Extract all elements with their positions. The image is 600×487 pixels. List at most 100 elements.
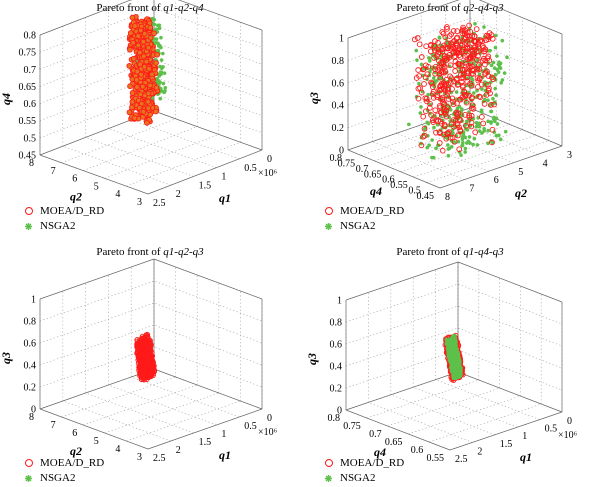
moead-point [145, 358, 152, 364]
nsga2-point [466, 139, 471, 144]
moead-point [134, 68, 141, 75]
moead-point [132, 23, 138, 29]
moead-point [134, 84, 140, 90]
nsga2-point [427, 56, 431, 60]
moead-point [449, 86, 455, 92]
nsga2-point [456, 364, 460, 369]
nsga2-point [158, 88, 163, 92]
moead-point [476, 62, 483, 68]
axes-box [347, 0, 563, 189]
nsga2-point [439, 75, 443, 80]
nsga2-point [486, 141, 490, 146]
nsga2-point [505, 55, 509, 60]
nsga2-point [420, 89, 425, 94]
nsga2-point [161, 51, 165, 56]
nsga2-point [454, 97, 459, 101]
nsga2-point [494, 93, 498, 97]
nsga2-point [449, 139, 454, 143]
nsga2-point [421, 73, 425, 78]
moead-point [466, 22, 472, 29]
nsga2-point [158, 64, 162, 69]
nsga2-point [450, 352, 455, 357]
nsga2-point [482, 25, 486, 29]
nsga2-point [465, 76, 469, 81]
nsga2-point [150, 16, 154, 21]
moead-point [455, 132, 461, 139]
nsga2-point [417, 81, 421, 86]
nsga2-point [454, 347, 458, 352]
right-tick-label: 2.5 [153, 198, 166, 209]
left-tick-label: 0.7 [356, 164, 369, 175]
nsga2-point [455, 350, 459, 354]
right-tick-label: 0 [267, 154, 272, 165]
moead-point [450, 101, 457, 107]
nsga2-point [471, 142, 475, 147]
nsga2-point [475, 57, 480, 62]
moead-point [145, 105, 152, 112]
vertical-tick-label: 0 [337, 406, 342, 417]
moead-point [435, 57, 442, 64]
nsga2-point [159, 35, 163, 40]
vertical-tick-label: 0 [31, 405, 36, 416]
moead-point [441, 69, 447, 76]
nsga2-point [158, 80, 162, 85]
moead-point [415, 85, 422, 92]
nsga2-point [451, 340, 455, 345]
moead-point [445, 96, 452, 102]
moead-point [452, 68, 458, 74]
moead-point [432, 107, 439, 114]
moead-point [150, 365, 157, 372]
moead-point [455, 47, 462, 54]
right-axis-label: q1 [219, 448, 231, 462]
moead-point [446, 54, 453, 61]
nsga2-point [450, 357, 455, 361]
moead-point [488, 102, 494, 108]
nsga2-point [425, 108, 430, 113]
moead-point [462, 93, 469, 99]
right-tick-label: 4 [543, 158, 548, 169]
moead-point [144, 331, 151, 338]
left-tick-label: 7 [51, 166, 56, 177]
moead-point [437, 87, 443, 94]
nsga2-point [150, 96, 154, 101]
moead-point [127, 83, 133, 90]
moead-point [442, 68, 449, 75]
nsga2-point [483, 80, 487, 84]
nsga2-point [431, 76, 436, 80]
moead-point [469, 33, 476, 39]
nsga2-point [450, 131, 455, 136]
vertical-tick-label: 0.2 [24, 383, 37, 394]
moead-point [489, 126, 496, 133]
nsga2-point [457, 369, 462, 373]
left-axis-label: q2 [70, 190, 82, 204]
moead-point [467, 80, 473, 87]
legend-4: MOEA/D_RD NSGA2 [318, 456, 404, 486]
left-tick-label: 0.8 [330, 153, 343, 164]
chart-panel-2: Pareto front of q2-q4-q3 0.45 0.5 0.55 0.6 0… [300, 0, 600, 243]
right-axis-label: q2 [515, 186, 527, 200]
moead-point [464, 52, 471, 59]
right-tick-label: 1.5 [500, 439, 513, 450]
nsga2-point [480, 69, 485, 74]
nsga2-point [464, 97, 468, 102]
moead-point [148, 354, 155, 361]
nsga2-point [494, 116, 499, 121]
moead-point [440, 61, 447, 67]
nsga2-point [156, 44, 161, 48]
nsga2-point [472, 91, 476, 95]
moead-point [443, 113, 450, 120]
moead-point [466, 92, 473, 99]
moead-point [136, 354, 143, 360]
nsga2-point [447, 84, 452, 88]
nsga2-point [460, 137, 465, 142]
nsga2-point [414, 48, 419, 53]
right-tick-label: 5 [518, 167, 523, 178]
legend-item-nsga: NSGA2 [318, 471, 404, 486]
nsga2-point [479, 108, 484, 113]
moead-point [477, 38, 483, 45]
scatter-points [407, 21, 509, 160]
right-tick-label: 2.5 [153, 453, 166, 464]
moead-point [429, 84, 436, 90]
moead-point [137, 61, 143, 68]
nsga2-point [430, 155, 434, 160]
